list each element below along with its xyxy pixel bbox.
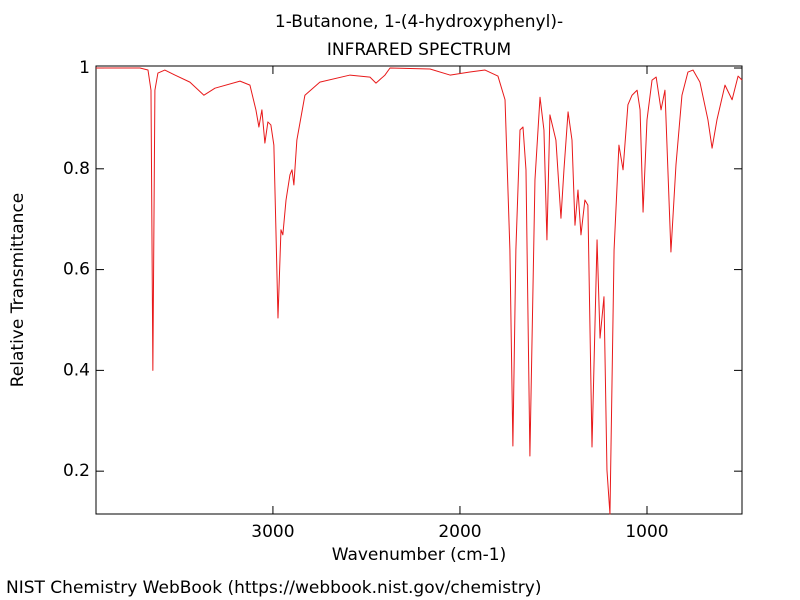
x-tick-label: 1000 [625, 522, 668, 542]
spectrum-line [96, 67, 743, 515]
chart-subtitle: INFRARED SPECTRUM [327, 40, 511, 60]
source-note: NIST Chemistry WebBook (https://webbook.… [6, 578, 541, 598]
y-tick-label: 0.6 [63, 260, 90, 280]
y-tick-label: 0.8 [63, 159, 90, 179]
chart-title: 1-Butanone, 1-(4-hydroxyphenyl)- [275, 12, 563, 32]
x-tick-label: 2000 [438, 522, 481, 542]
y-tick-label: 0.2 [63, 461, 90, 481]
x-tick-label: 3000 [251, 522, 294, 542]
plot-frame [95, 65, 743, 515]
y-tick-label: 0.4 [63, 360, 90, 380]
y-tick-label: 1 [79, 58, 90, 78]
y-axis-label: Relative Transmittance [8, 193, 28, 388]
x-axis-label: Wavenumber (cm-1) [332, 545, 507, 565]
